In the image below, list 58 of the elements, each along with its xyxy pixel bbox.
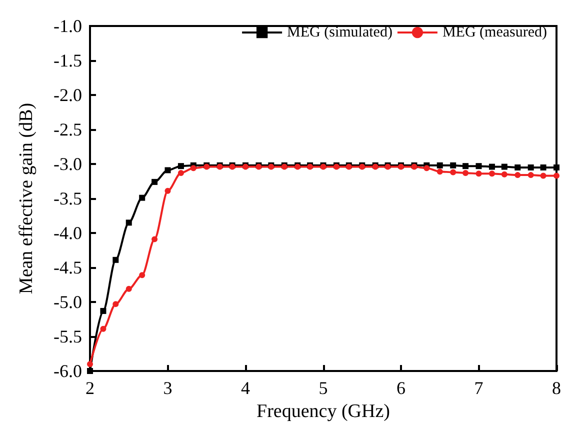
y-tick-label: -2.0 bbox=[54, 85, 82, 105]
point bbox=[139, 272, 146, 278]
point bbox=[100, 308, 106, 314]
point bbox=[436, 162, 443, 168]
x-tick-label: 2 bbox=[86, 378, 94, 398]
point bbox=[554, 164, 560, 170]
point bbox=[87, 368, 93, 374]
x-tick-label: 5 bbox=[318, 378, 328, 398]
x-tick-label: 8 bbox=[552, 378, 561, 398]
y-tick-label: -3.5 bbox=[54, 188, 82, 208]
point bbox=[190, 165, 196, 172]
point bbox=[152, 178, 158, 185]
point bbox=[139, 194, 146, 201]
point bbox=[554, 172, 560, 179]
point bbox=[462, 170, 469, 176]
y-tick-label: -5.0 bbox=[54, 292, 82, 312]
x-tick-label: 6 bbox=[396, 378, 406, 398]
point bbox=[501, 171, 508, 178]
y-tick-label: -1.5 bbox=[54, 50, 82, 70]
point bbox=[476, 163, 482, 170]
point bbox=[87, 361, 93, 368]
point bbox=[450, 169, 456, 176]
point bbox=[164, 188, 171, 194]
point bbox=[488, 164, 495, 170]
point bbox=[476, 170, 482, 177]
point bbox=[100, 326, 106, 332]
x-tick-label: 3 bbox=[163, 378, 172, 398]
y-axis-title: Mean effective gain (dB) bbox=[16, 102, 37, 294]
point bbox=[112, 256, 119, 263]
y-tick-label: -3.0 bbox=[54, 154, 82, 174]
point bbox=[436, 168, 443, 175]
y-tick-label: -1.0 bbox=[54, 16, 82, 36]
x-tick-label: 4 bbox=[241, 378, 250, 398]
point bbox=[126, 220, 132, 226]
point bbox=[112, 301, 119, 308]
point bbox=[528, 164, 534, 170]
x-axis-title: Frequency (GHz) bbox=[256, 400, 390, 422]
point bbox=[178, 163, 184, 170]
y-tick-label: -2.5 bbox=[54, 120, 82, 140]
x-tick-label: 7 bbox=[474, 378, 484, 398]
point bbox=[501, 164, 508, 170]
point bbox=[514, 172, 521, 178]
y-tick-label: -4.5 bbox=[54, 258, 82, 278]
point bbox=[488, 170, 495, 177]
y-tick-label: -4.0 bbox=[54, 223, 82, 243]
point bbox=[528, 172, 534, 178]
point bbox=[540, 172, 546, 179]
point bbox=[178, 170, 184, 176]
y-tick-label: -5.5 bbox=[54, 326, 82, 346]
point bbox=[514, 164, 521, 170]
point bbox=[164, 167, 171, 174]
point bbox=[540, 164, 546, 170]
point bbox=[126, 286, 132, 292]
point bbox=[450, 162, 456, 168]
point bbox=[152, 236, 158, 242]
y-tick-label: -6.0 bbox=[54, 361, 82, 381]
point bbox=[424, 165, 430, 172]
point bbox=[462, 163, 469, 170]
